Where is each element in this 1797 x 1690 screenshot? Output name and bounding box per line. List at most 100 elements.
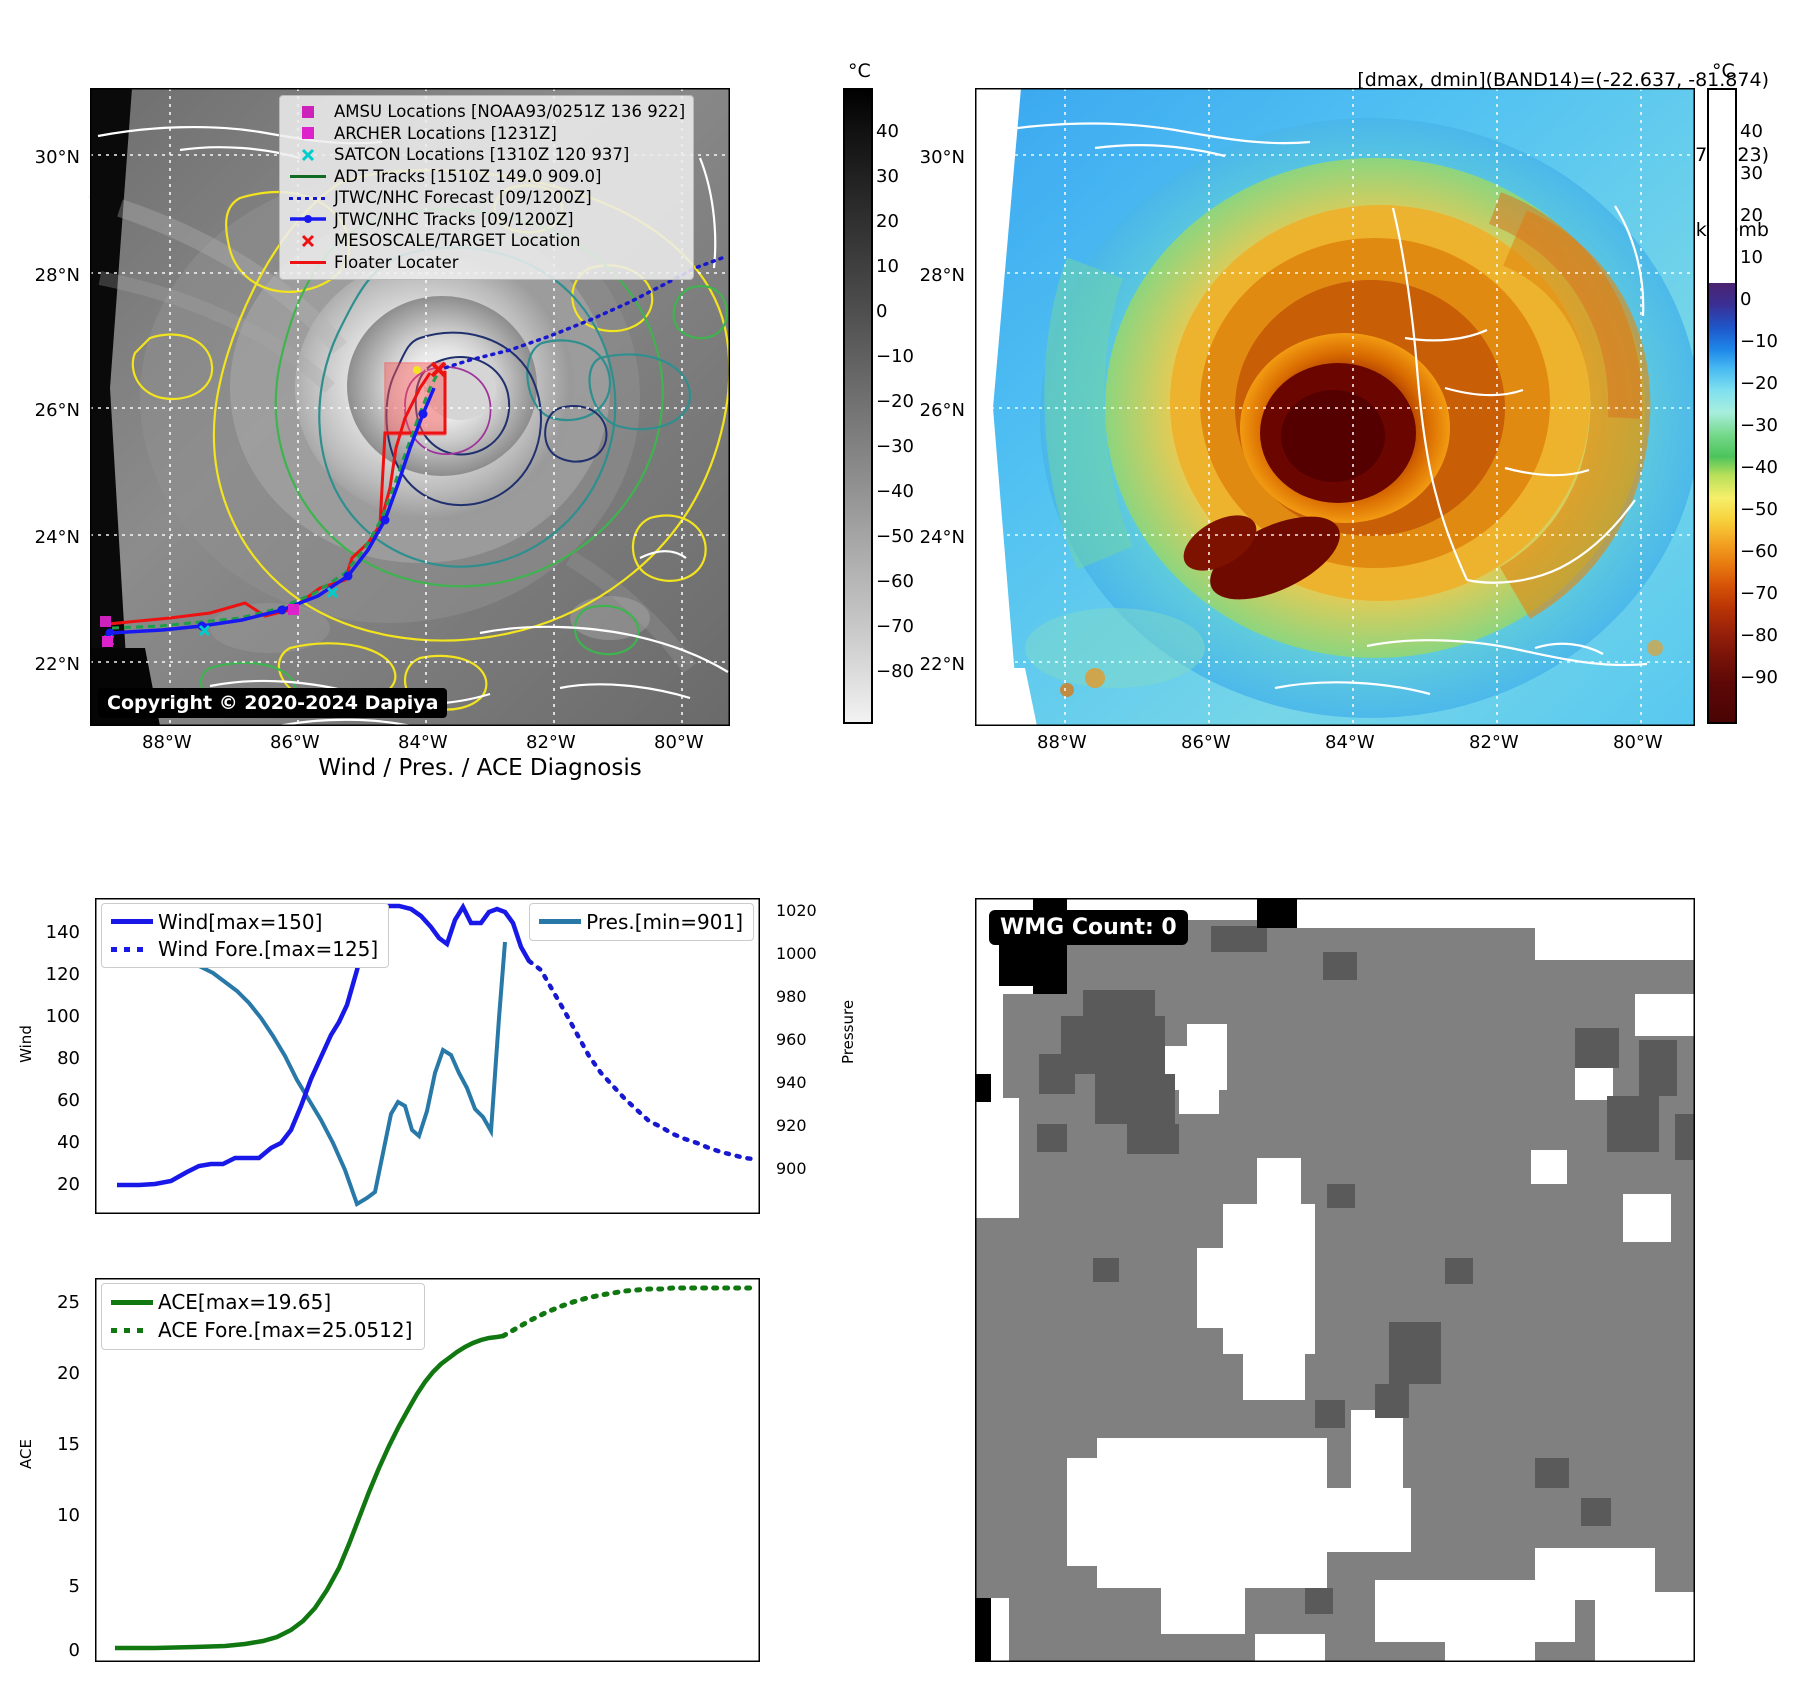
ace-ytick: 15 xyxy=(57,1434,80,1455)
cb-tick: 20 xyxy=(1740,205,1763,226)
cb-tick: −50 xyxy=(1740,499,1778,520)
cb-tick: −70 xyxy=(1740,583,1778,604)
pressure-y-axis: 1020 1000 980 960 940 920 900 xyxy=(766,898,856,1214)
pres-ytick: 920 xyxy=(776,1116,807,1135)
bd-ytick: 30°N xyxy=(919,147,965,168)
cb-tick: −10 xyxy=(876,346,914,367)
ir-ytick: 24°N xyxy=(34,527,80,548)
ace-ytick: 20 xyxy=(57,1363,80,1384)
wmg-panel[interactable]: WMG Count: 0 xyxy=(975,898,1695,1662)
cb-tick: 0 xyxy=(1740,289,1752,310)
bd-colorbar-unit: °C xyxy=(1712,60,1735,82)
pres-ytick: 1020 xyxy=(776,901,817,920)
bd-enhancement-panel[interactable] xyxy=(975,88,1695,726)
legend-label: Wind[max=150] xyxy=(158,909,323,934)
legend-label: Floater Locater xyxy=(334,252,459,272)
cb-tick: −80 xyxy=(876,661,914,682)
wind-ytick: 20 xyxy=(57,1174,80,1195)
legend-item-jtwc-forecast[interactable]: JTWC/NHC Forecast [09/1200Z] xyxy=(282,187,685,209)
ir-ytick: 26°N xyxy=(34,400,80,421)
pres-ytick: 960 xyxy=(776,1030,807,1049)
copyright-badge: Copyright © 2020-2024 Dapiya xyxy=(98,688,448,718)
ace-legend: ACE[max=19.65] ACE Fore.[max=25.0512] xyxy=(101,1283,426,1350)
ir-xtick: 82°W xyxy=(526,732,576,753)
ir-colorbar xyxy=(843,88,873,724)
legend-label: ACE Fore.[max=25.0512] xyxy=(158,1318,413,1342)
legend-item-wind[interactable]: Wind[max=150] xyxy=(106,908,378,935)
pres-ytick: 940 xyxy=(776,1073,807,1092)
legend-item-jtwc-tracks[interactable]: JTWC/NHC Tracks [09/1200Z] xyxy=(282,209,685,231)
legend-item-ace-forecast[interactable]: ACE Fore.[max=25.0512] xyxy=(106,1316,412,1344)
cb-tick: 0 xyxy=(876,301,888,322)
wind-ytick: 40 xyxy=(57,1132,80,1153)
legend-label: AMSU Locations [NOAA93/0251Z 136 922] xyxy=(334,102,686,122)
legend-label: ACE[max=19.65] xyxy=(158,1290,332,1314)
cb-tick: 10 xyxy=(1740,247,1763,268)
ace-ytick: 25 xyxy=(57,1292,80,1313)
cb-tick: −10 xyxy=(1740,331,1778,352)
pres-ytick: 900 xyxy=(776,1159,807,1178)
legend-label: JTWC/NHC Tracks [09/1200Z] xyxy=(334,209,574,229)
cb-tick: −50 xyxy=(876,526,914,547)
bd-ytick: 28°N xyxy=(919,265,965,286)
legend-item-amsu[interactable]: AMSU Locations [NOAA93/0251Z 136 922] xyxy=(282,101,685,123)
ace-ytick: 10 xyxy=(57,1505,80,1526)
legend-item-pressure[interactable]: Pres.[min=901] xyxy=(534,908,743,935)
cb-tick: −40 xyxy=(1740,457,1778,478)
legend-label: ARCHER Locations [1231Z] xyxy=(334,123,557,143)
bd-xtick: 86°W xyxy=(1181,732,1231,753)
bd-colorbar xyxy=(1707,88,1737,724)
cb-tick: −30 xyxy=(1740,415,1778,436)
ir-mesoscale-panel[interactable]: AMSU Locations [NOAA93/0251Z 136 922] AR… xyxy=(90,88,730,726)
bd-colorbar-ticks: 40 30 20 10 0 −10 −20 −30 −40 −50 −60 −7… xyxy=(1740,88,1797,724)
cb-tick: 30 xyxy=(1740,163,1763,184)
legend-label: SATCON Locations [1310Z 120 937] xyxy=(334,145,630,165)
cb-tick: −60 xyxy=(876,571,914,592)
wind-ytick: 60 xyxy=(57,1090,80,1111)
diagnosis-title: Wind / Pres. / ACE Diagnosis xyxy=(318,755,642,781)
cb-tick: 10 xyxy=(876,256,899,277)
ir-xtick: 88°W xyxy=(142,732,192,753)
wind-pressure-chart[interactable]: Wind[max=150] Wind Fore.[max=125] Pres.[… xyxy=(95,898,760,1214)
bd-y-axis: 30°N 28°N 26°N 24°N 22°N xyxy=(895,88,971,726)
legend-item-adt-tracks[interactable]: ADT Tracks [1510Z 149.0 909.0] xyxy=(282,166,685,188)
bd-ytick: 26°N xyxy=(919,400,965,421)
pressure-legend: Pres.[min=901] xyxy=(529,903,754,941)
bd-ytick: 24°N xyxy=(919,527,965,548)
x-marker-icon xyxy=(282,233,334,249)
pres-ytick: 980 xyxy=(776,987,807,1006)
ir-x-axis: 88°W 86°W 84°W 82°W 80°W xyxy=(90,732,730,758)
pres-ytick: 1000 xyxy=(776,944,817,963)
legend-item-wind-forecast[interactable]: Wind Fore.[max=125] xyxy=(106,935,378,962)
solid-line-icon xyxy=(282,174,334,178)
wmg-binary-image xyxy=(975,898,1695,1662)
ace-axis-title: ACE xyxy=(17,1439,35,1469)
ace-chart[interactable]: ACE[max=19.65] ACE Fore.[max=25.0512] xyxy=(95,1278,760,1662)
bd-xtick: 88°W xyxy=(1037,732,1087,753)
cb-tick: −60 xyxy=(1740,541,1778,562)
dotted-line-icon xyxy=(106,945,158,953)
cb-tick: −80 xyxy=(1740,625,1778,646)
solid-line-icon xyxy=(534,919,586,924)
dotted-line-icon xyxy=(282,194,334,202)
ace-y-axis: 25 20 15 10 5 0 xyxy=(10,1278,92,1662)
legend-item-satcon[interactable]: SATCON Locations [1310Z 120 937] xyxy=(282,144,685,166)
ir-ytick: 22°N xyxy=(34,654,80,675)
legend-label: Wind Fore.[max=125] xyxy=(158,936,379,961)
legend-item-mesoscale-target[interactable]: MESOSCALE/TARGET Location xyxy=(282,230,685,252)
wind-legend: Wind[max=150] Wind Fore.[max=125] xyxy=(101,903,390,968)
wind-ytick: 140 xyxy=(45,922,80,943)
wmg-count-text: WMG Count: 0 xyxy=(989,910,1188,945)
ir-ytick: 30°N xyxy=(34,147,80,168)
solid-line-icon xyxy=(282,260,334,264)
cb-tick: 30 xyxy=(876,166,899,187)
legend-item-archer[interactable]: ARCHER Locations [1231Z] xyxy=(282,123,685,145)
cb-tick: −70 xyxy=(876,616,914,637)
legend-item-ace[interactable]: ACE[max=19.65] xyxy=(106,1288,412,1316)
bd-satellite-image xyxy=(975,88,1695,726)
legend-label: ADT Tracks [1510Z 149.0 909.0] xyxy=(334,166,602,186)
cb-tick: −30 xyxy=(876,436,914,457)
legend-item-floater-locater[interactable]: Floater Locater xyxy=(282,252,685,274)
bd-x-axis: 88°W 86°W 84°W 82°W 80°W xyxy=(975,732,1695,758)
ace-ytick: 0 xyxy=(68,1640,80,1661)
